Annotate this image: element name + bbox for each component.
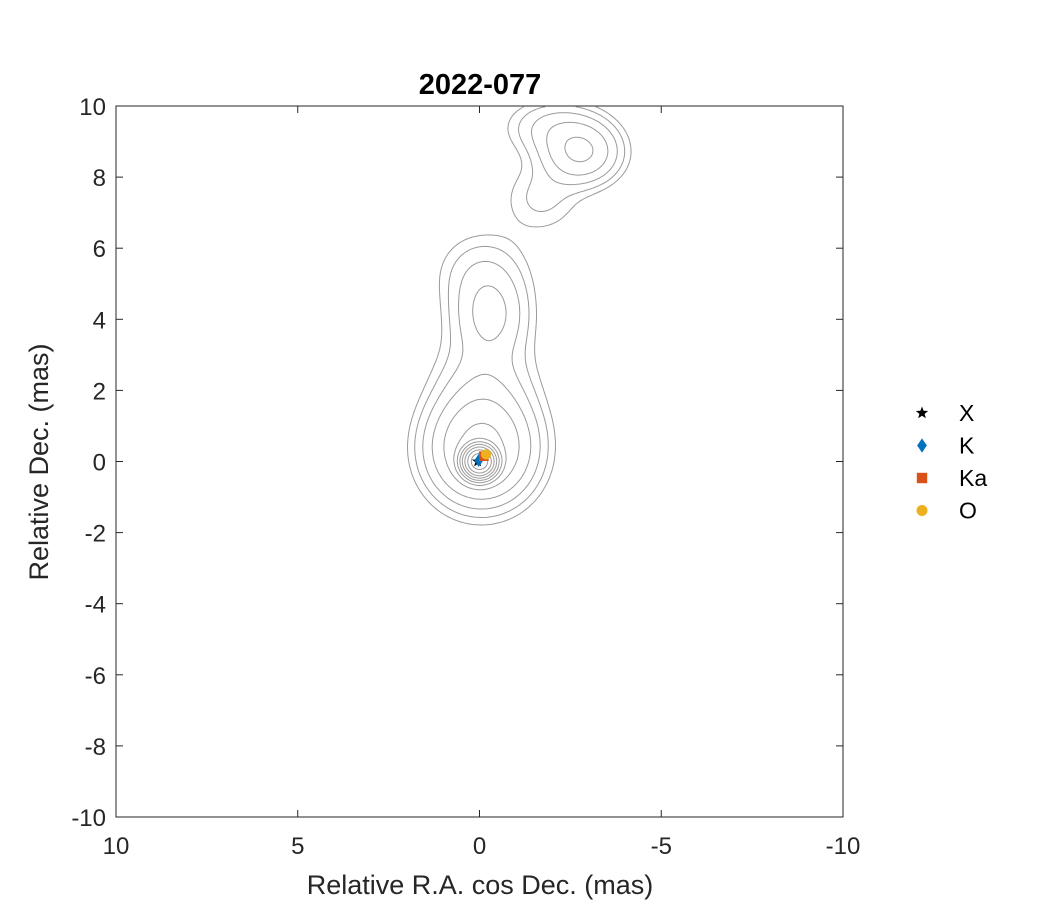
contour-line bbox=[431, 121, 609, 500]
y-tick-label: 2 bbox=[93, 378, 106, 405]
contour-line bbox=[464, 446, 495, 477]
y-tick-label: -8 bbox=[85, 734, 106, 761]
contour-line bbox=[414, 106, 626, 518]
legend-marker-ka bbox=[916, 472, 928, 484]
y-tick-label: 0 bbox=[93, 450, 106, 477]
legend-label-k: K bbox=[959, 433, 975, 459]
marker-layer bbox=[471, 449, 492, 468]
legend: XK Ka O bbox=[915, 400, 987, 524]
marker-o bbox=[480, 449, 492, 460]
contour-line bbox=[459, 441, 500, 481]
x-axis-label: Relative R.A. cos Dec. (mas) bbox=[307, 870, 654, 900]
legend-marker-o bbox=[916, 504, 928, 517]
y-tick-label: -6 bbox=[85, 663, 106, 690]
legend-label-ka: Ka bbox=[959, 465, 987, 491]
legend-label-x: X bbox=[959, 400, 974, 426]
y-tick-label: 10 bbox=[79, 94, 106, 121]
x-tick-label: 5 bbox=[291, 833, 304, 860]
legend-marker-x bbox=[915, 406, 929, 419]
chart-title: 2022-077 bbox=[419, 69, 542, 101]
x-tick-label: -10 bbox=[826, 833, 861, 860]
marker-k bbox=[474, 453, 484, 468]
y-tick-label: -10 bbox=[71, 805, 106, 832]
contour-line bbox=[456, 437, 503, 484]
contour-line bbox=[422, 112, 618, 510]
contour-line bbox=[443, 136, 594, 491]
contour-line bbox=[453, 422, 507, 486]
contour-layer bbox=[407, 106, 632, 526]
plot-frame bbox=[115, 105, 844, 818]
y-axis-label: Relative Dec. (mas) bbox=[24, 343, 54, 580]
contour-line bbox=[407, 106, 632, 526]
y-tick-label: 6 bbox=[93, 236, 106, 263]
x-tick-label: 10 bbox=[103, 833, 130, 860]
contour-line bbox=[461, 443, 498, 479]
x-tick-label: 0 bbox=[473, 833, 486, 860]
y-tick-label: -4 bbox=[85, 592, 106, 619]
y-tick-label: -2 bbox=[85, 521, 106, 548]
legend-marker-k bbox=[917, 438, 927, 453]
legend-label-o: O bbox=[959, 498, 977, 524]
y-tick-label: 8 bbox=[93, 165, 106, 192]
contour-line bbox=[467, 449, 492, 474]
x-tick-label: -5 bbox=[651, 833, 672, 860]
y-tick-label: 4 bbox=[93, 307, 106, 334]
